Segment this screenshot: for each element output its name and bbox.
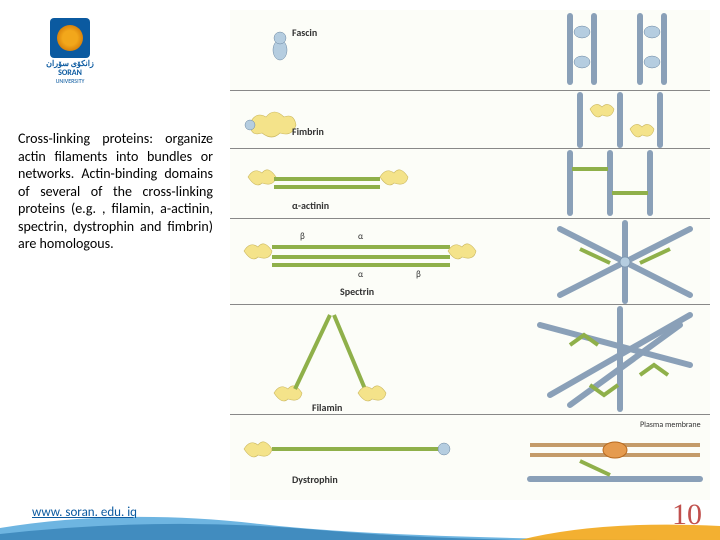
logo-text: زانكۆى سۆران SORAN UNIVERSITY (40, 60, 100, 84)
crosslinking-proteins-figure: Fascin Fimbrin (230, 10, 710, 500)
label-filamin: Filamin (312, 401, 342, 414)
body-paragraph: Cross-linking proteins: organize actin f… (18, 130, 213, 253)
logo-line2: UNIVERSITY (40, 78, 100, 85)
figure-row-filamin: Filamin (230, 304, 710, 414)
spectrin-alpha-1: α (358, 231, 364, 242)
figure-row-fascin: Fascin (230, 10, 710, 90)
figure-row-fimbrin: Fimbrin (230, 90, 710, 148)
spectrin-beta-1: β (300, 231, 305, 242)
label-fascin: Fascin (292, 26, 317, 39)
footer-url[interactable]: www. soran. edu. iq (32, 505, 137, 520)
spectrin-alpha-2: α (358, 269, 364, 280)
label-spectrin: Spectrin (340, 285, 374, 298)
logo-badge (50, 18, 90, 58)
figure-row-actinin: α-actinin (230, 148, 710, 218)
label-plasma-membrane: Plasma membrane (640, 420, 701, 430)
label-dystrophin: Dystrophin (292, 473, 338, 486)
figure-row-dystrophin: Plasma membrane Dystrophin (230, 414, 710, 494)
sun-icon (57, 25, 83, 51)
label-actinin: α-actinin (292, 199, 329, 212)
label-fimbrin: Fimbrin (292, 125, 324, 138)
university-logo: زانكۆى سۆران SORAN UNIVERSITY (40, 18, 100, 88)
figure-row-spectrin: β α α β Spectrin (230, 218, 710, 304)
spectrin-beta-2: β (416, 269, 421, 280)
page-number: 10 (672, 498, 702, 532)
